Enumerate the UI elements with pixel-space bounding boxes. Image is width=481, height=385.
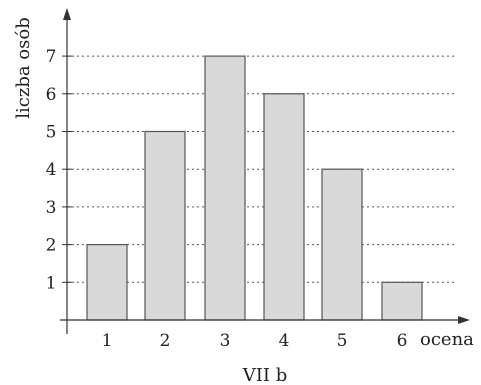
y-tick-label: 4 (46, 160, 57, 180)
x-tick-label: 2 (160, 331, 171, 351)
y-tick-label: 3 (46, 198, 57, 218)
x-tick-label: 3 (220, 331, 231, 351)
axes (60, 8, 470, 334)
x-tick-label: 5 (337, 331, 348, 351)
y-tick-label: 1 (46, 273, 57, 293)
bar (381, 281, 423, 321)
chart-caption: VII b (242, 365, 287, 385)
bar (144, 130, 186, 321)
x-ticks: 1 2 3 4 5 6 (102, 331, 408, 351)
x-tick-label: 6 (397, 331, 408, 351)
x-axis-arrow (458, 316, 470, 324)
x-tick-label: 4 (279, 331, 290, 351)
y-ticks: 1 2 3 4 5 6 7 (46, 47, 72, 293)
y-axis-arrow (63, 8, 71, 20)
bars (86, 55, 423, 321)
x-axis-label: ocena (420, 329, 474, 350)
y-tick-label: 6 (46, 85, 57, 105)
y-tick-label: 2 (46, 236, 57, 256)
bar (86, 244, 128, 321)
y-axis-label: liczba osób (13, 17, 34, 119)
y-tick-label: 7 (46, 47, 57, 67)
bar (204, 55, 246, 321)
bar (321, 168, 363, 321)
bar (263, 93, 305, 321)
x-tick-label: 1 (102, 331, 113, 351)
y-tick-label: 5 (46, 123, 57, 143)
